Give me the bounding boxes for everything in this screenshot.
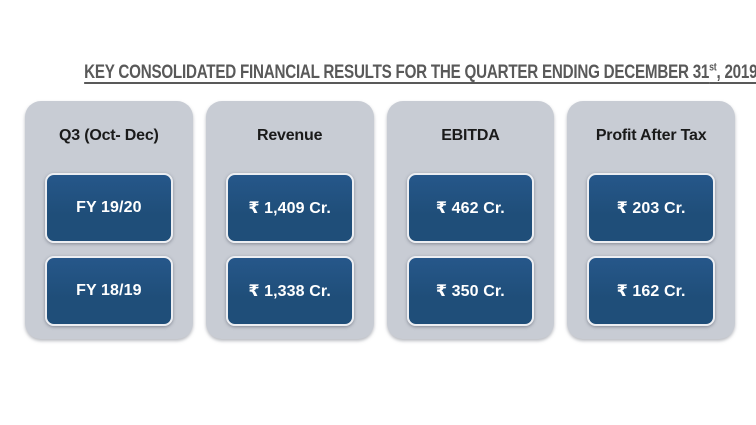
fy-19-20-box: FY 19/20 — [45, 173, 173, 243]
title-part1: KEY CONSOLIDATED FINANCIAL RESULTS FOR T… — [84, 62, 710, 83]
title-part2: , 2019 — [716, 62, 756, 83]
results-panels: Q3 (Oct- Dec) FY 19/20 FY 18/19 Revenue … — [25, 101, 735, 339]
panel-quarter-header: Q3 (Oct- Dec) — [59, 127, 159, 144]
revenue-fy1920-value: ₹ 1,409 Cr. — [248, 200, 331, 217]
ebitda-fy1920-value: ₹ 462 Cr. — [435, 200, 505, 217]
pat-fy1920-box: ₹ 203 Cr. — [587, 173, 715, 243]
panel-ebitda: EBITDA ₹ 462 Cr. ₹ 350 Cr. — [386, 101, 555, 339]
revenue-fy1819-box: ₹ 1,338 Cr. — [225, 256, 354, 326]
panel-profit-after-tax: Profit After Tax ₹ 203 Cr. ₹ 162 Cr. — [567, 101, 735, 339]
slide-title-text: KEY CONSOLIDATED FINANCIAL RESULTS FOR T… — [84, 62, 756, 84]
revenue-fy1920-box: ₹ 1,409 Cr. — [225, 173, 354, 243]
fy-18-19-label: FY 18/19 — [76, 282, 142, 299]
ebitda-fy1920-box: ₹ 462 Cr. — [406, 173, 535, 243]
panel-profit-after-tax-header: Profit After Tax — [595, 127, 707, 144]
panel-revenue-header: Revenue — [256, 127, 323, 144]
panel-revenue: Revenue ₹ 1,409 Cr. ₹ 1,338 Cr. — [205, 101, 374, 339]
ebitda-fy1819-box: ₹ 350 Cr. — [406, 256, 535, 326]
panel-quarter: Q3 (Oct- Dec) FY 19/20 FY 18/19 — [25, 101, 193, 339]
pat-fy1819-value: ₹ 162 Cr. — [616, 283, 686, 300]
revenue-fy1819-value: ₹ 1,338 Cr. — [248, 283, 331, 300]
fy-19-20-label: FY 19/20 — [76, 199, 142, 216]
title-ordinal-suffix: st — [709, 61, 717, 74]
slide-title: KEY CONSOLIDATED FINANCIAL RESULTS FOR T… — [0, 49, 756, 86]
pat-fy1819-box: ₹ 162 Cr. — [587, 256, 715, 326]
pat-fy1920-value: ₹ 203 Cr. — [616, 200, 686, 217]
fy-18-19-box: FY 18/19 — [45, 256, 173, 326]
panel-ebitda-header: EBITDA — [441, 127, 500, 144]
ebitda-fy1819-value: ₹ 350 Cr. — [435, 283, 505, 300]
